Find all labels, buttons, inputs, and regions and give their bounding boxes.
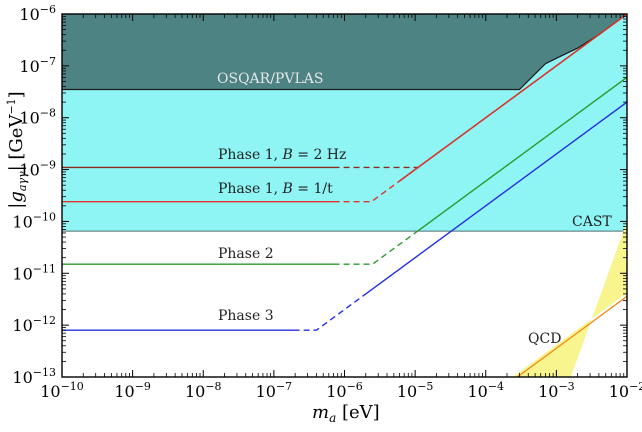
phase2-label: Phase 2 [218,246,274,262]
x-tick-label: 10−10 [40,380,84,401]
qcd-label: QCD [528,331,561,347]
y-tick-label: 10−12 [12,314,56,335]
x-tick-label: 10−5 [397,380,434,401]
x-axis-title: ma [eV] [312,402,380,425]
x-tick-label: 10−9 [114,380,151,401]
y-tick-label: 10−11 [12,262,56,283]
x-tick-label: 10−6 [326,380,363,401]
phase1-1t-label: Phase 1, B = 1/t [218,181,333,197]
phase1-2hz-label: Phase 1, B = 2 Hz [218,147,346,163]
plot-regions [62,14,627,377]
x-tick-label: 10−7 [256,380,293,401]
y-tick-label: 10−10 [12,210,56,231]
x-tick-label: 10−2 [609,380,642,401]
y-tick-label: 10−7 [19,55,56,76]
osqar-label: OSQAR/PVLAS [217,71,323,87]
qcd-band [513,221,627,377]
x-tick-label: 10−4 [467,380,504,401]
x-tick-label: 10−8 [185,380,222,401]
series-4-dashed [294,296,363,330]
phase3-label: Phase 3 [218,308,274,324]
series-3-dashed [334,231,418,264]
y-tick-label: 10−6 [19,3,56,24]
x-tick-label: 10−3 [538,380,575,401]
cast-label: CAST [572,214,612,230]
